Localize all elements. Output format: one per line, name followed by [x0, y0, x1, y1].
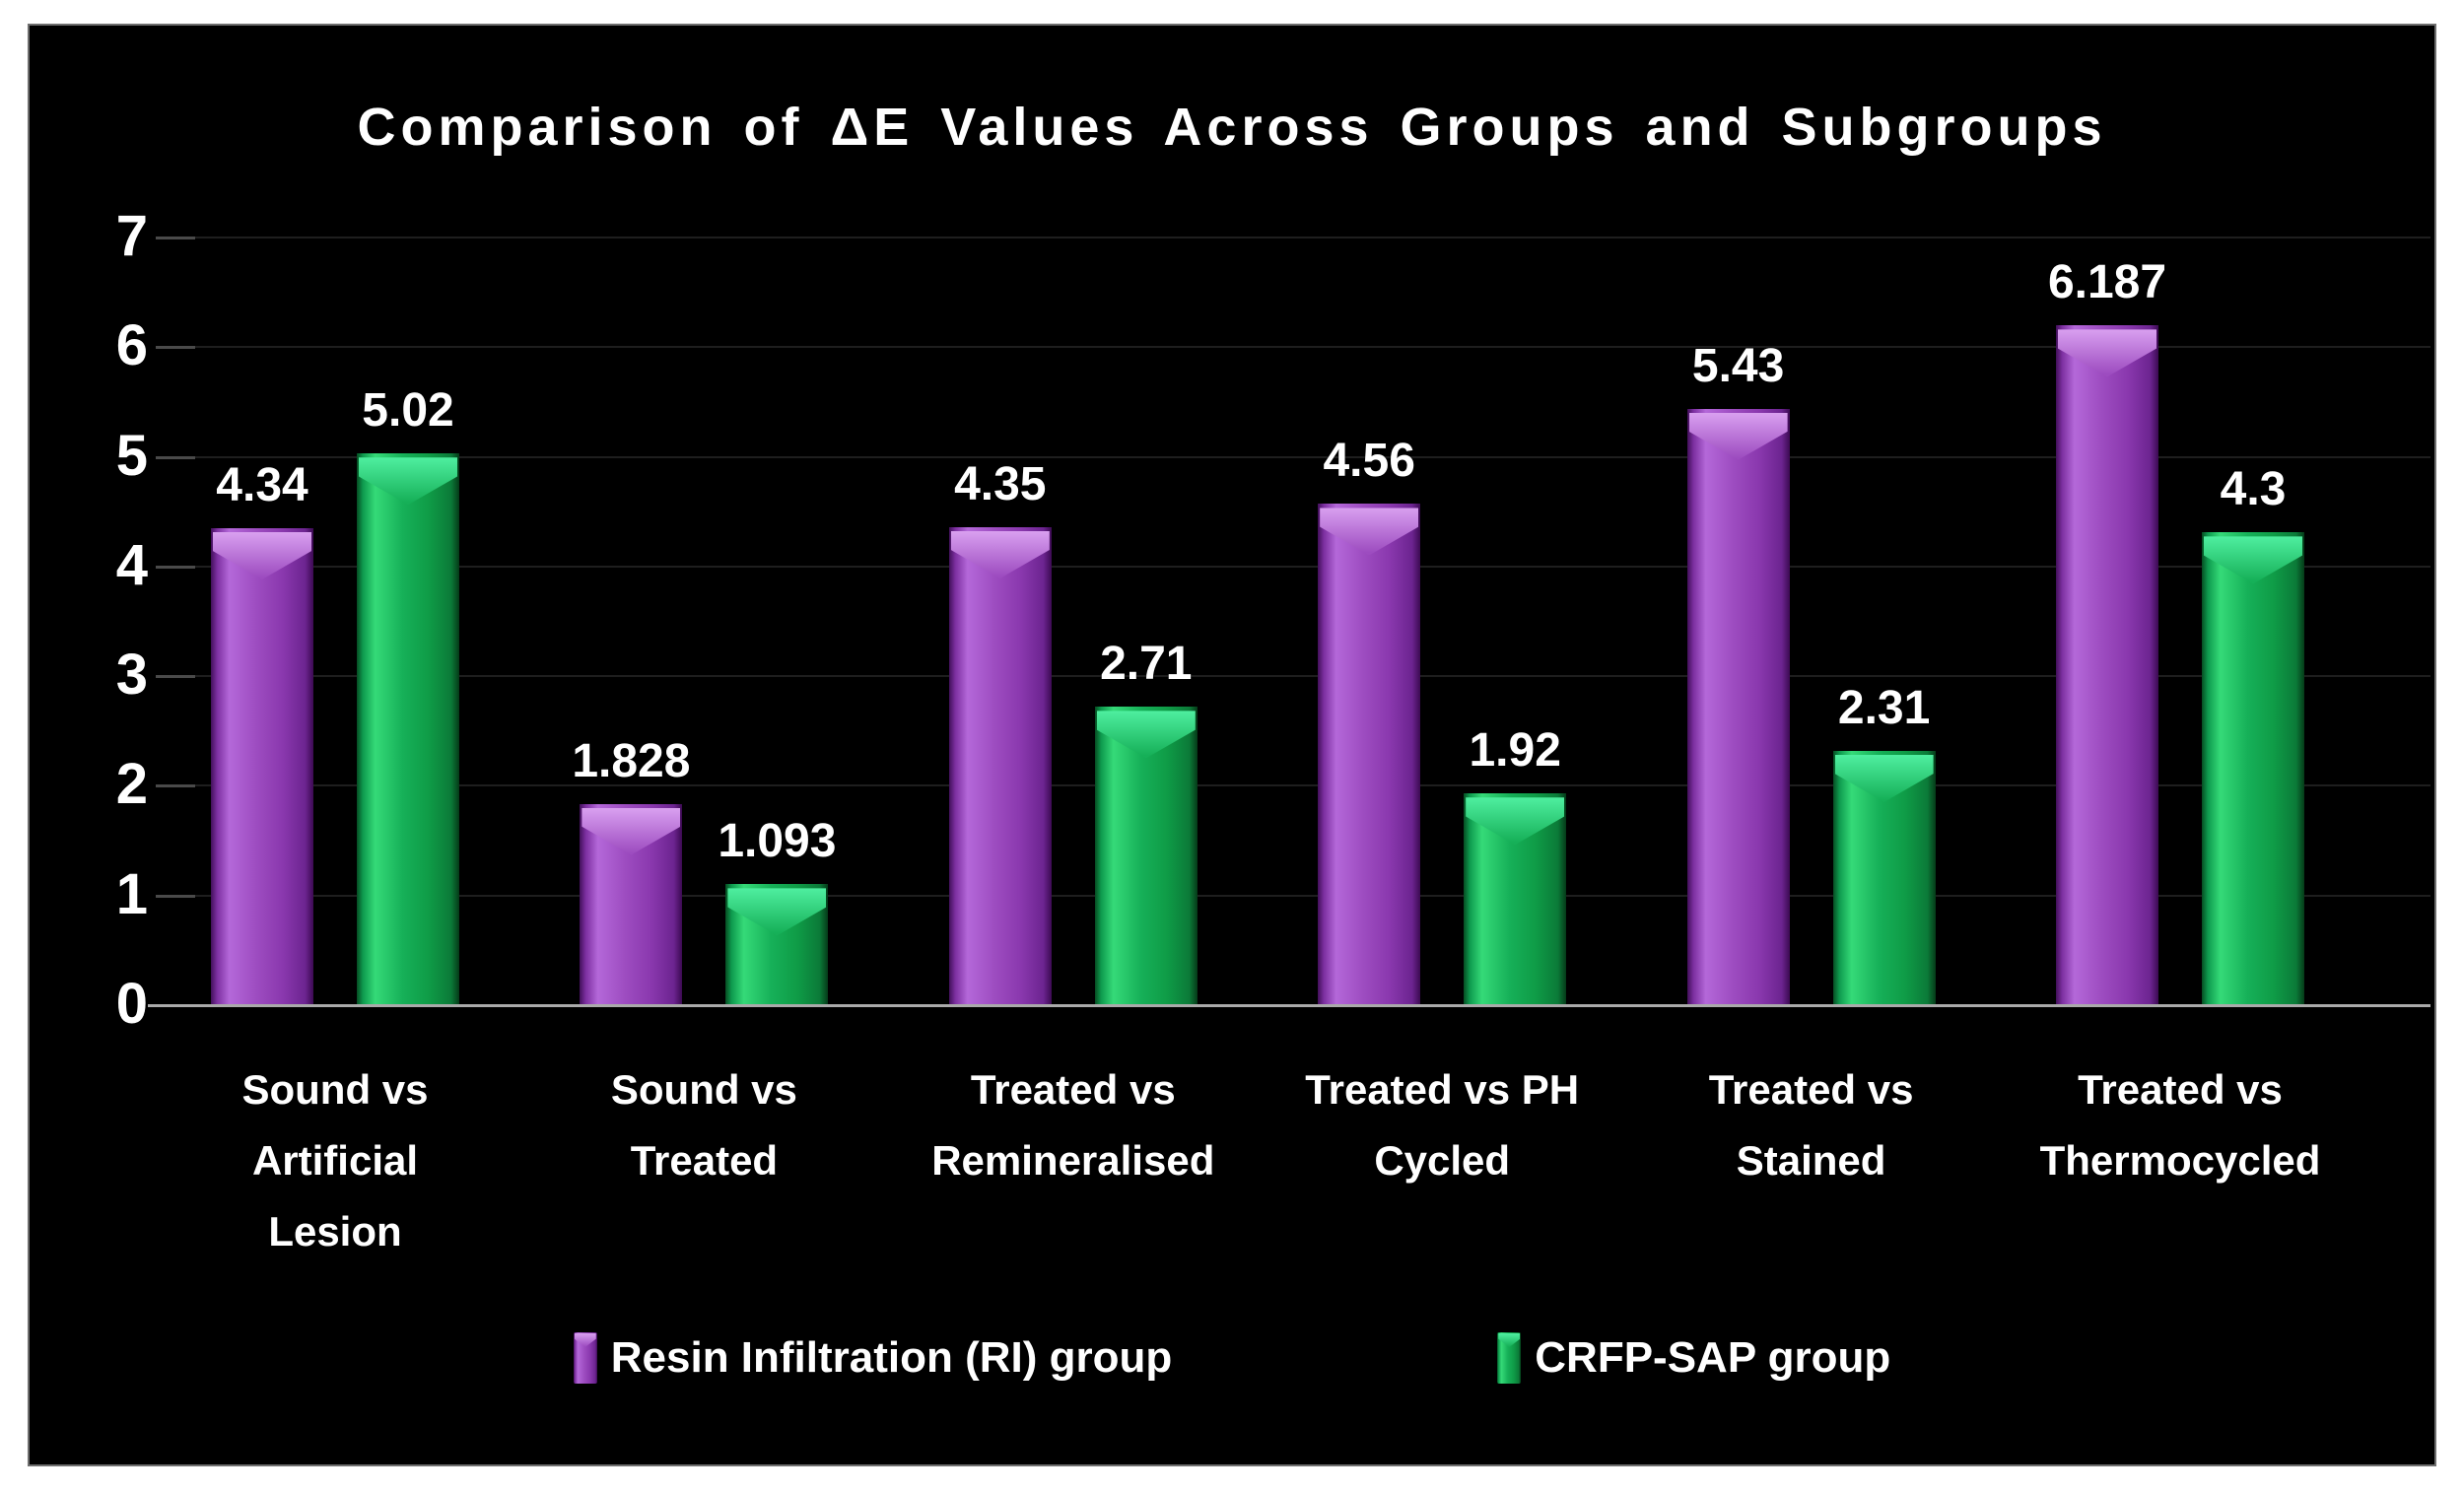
gridline [156, 455, 2430, 458]
gridline [156, 894, 2430, 897]
bar-crfp-sap [1464, 793, 1567, 1004]
data-label: 1.828 [572, 734, 691, 787]
x-axis-category-label: Treated vs Stained [1708, 1066, 1914, 1185]
data-label: 5.43 [1691, 339, 1785, 392]
y-axis-label: 4 [115, 532, 148, 597]
data-label: 2.71 [1100, 638, 1193, 691]
bar-crfp-sap [2202, 532, 2304, 1004]
axis-tick [156, 784, 195, 788]
y-axis-label: 5 [115, 423, 148, 488]
bar-top-highlight [1466, 797, 1565, 846]
bar-resin-infiltration [948, 526, 1052, 1004]
bar-top-highlight [950, 530, 1050, 578]
chart-title: Comparison of ΔE Values Across Groups an… [357, 98, 2107, 157]
y-axis-label: 3 [115, 643, 148, 708]
bar-resin-infiltration [1318, 504, 1421, 1004]
y-axis-label: 0 [115, 972, 148, 1036]
y-axis-label: 2 [115, 752, 148, 817]
legend-swatch-highlight [1498, 1333, 1521, 1347]
axis-tick [156, 236, 195, 239]
legend-label: CRFP-SAP group [1535, 1333, 1891, 1382]
x-axis-category-label: Treated vs Remineralised [931, 1066, 1215, 1185]
y-axis-label: 7 [115, 203, 148, 268]
bar-top-highlight [213, 531, 311, 579]
gridline [156, 675, 2430, 678]
bar-crfp-sap [725, 884, 829, 1004]
x-axis-category-label: Sound vs Artificial Lesion [241, 1066, 429, 1255]
y-axis-label: 1 [115, 861, 148, 926]
bar-top-highlight [2058, 329, 2156, 377]
data-label: 6.187 [2047, 256, 2167, 309]
gridline [156, 236, 2430, 238]
data-label: 5.02 [362, 384, 454, 438]
axis-tick [156, 675, 195, 679]
x-axis-category-label: Sound vs Treated [610, 1066, 797, 1185]
data-label: 1.92 [1469, 724, 1561, 778]
bar-crfp-sap [1094, 707, 1198, 1004]
bar-top-highlight [727, 888, 827, 936]
gridline [156, 784, 2430, 787]
legend: Resin Infiltration (RI) group CRFP-SAP g… [30, 1332, 2434, 1384]
x-axis-category-label: Treated vs Thermocycled [2039, 1066, 2321, 1185]
bar-crfp-sap [357, 453, 459, 1004]
legend-label: Resin Infiltration (RI) group [610, 1333, 1173, 1382]
data-label: 1.093 [718, 815, 837, 868]
axis-tick [156, 455, 195, 459]
data-label: 4.56 [1323, 435, 1415, 488]
gridline [156, 346, 2430, 349]
bar-top-highlight [1096, 711, 1196, 759]
bar-resin-infiltration [580, 803, 683, 1004]
legend-swatch-purple-icon [573, 1332, 597, 1384]
axis-tick [156, 346, 195, 350]
x-axis-category-label: Treated vs PH Cycled [1305, 1066, 1580, 1185]
x-axis-line [148, 1004, 2430, 1007]
legend-item-resin-infiltration: Resin Infiltration (RI) group [573, 1332, 1173, 1384]
data-label: 2.31 [1837, 681, 1931, 734]
bar-top-highlight [1834, 754, 1934, 802]
bar-resin-infiltration [2056, 325, 2158, 1004]
legend-swatch-highlight [574, 1333, 596, 1347]
legend-item-crfp-sap: CRFP-SAP group [1497, 1332, 1890, 1384]
bar-top-highlight [2204, 536, 2302, 584]
gridline [156, 565, 2430, 568]
data-label: 4.3 [2220, 463, 2287, 516]
bar-top-highlight [359, 457, 457, 506]
chart-panel: Comparison of ΔE Values Across Groups an… [28, 24, 2436, 1466]
bar-resin-infiltration [1686, 408, 1790, 1004]
data-label: 4.35 [954, 457, 1047, 510]
data-label: 4.34 [216, 458, 308, 511]
y-axis-label: 6 [115, 313, 148, 378]
bar-crfp-sap [1832, 750, 1936, 1004]
axis-tick [156, 894, 195, 898]
legend-swatch-green-icon [1497, 1332, 1522, 1384]
axis-tick [156, 565, 195, 569]
bar-top-highlight [1688, 412, 1788, 460]
bar-resin-infiltration [211, 527, 313, 1004]
bar-top-highlight [1320, 508, 1419, 556]
